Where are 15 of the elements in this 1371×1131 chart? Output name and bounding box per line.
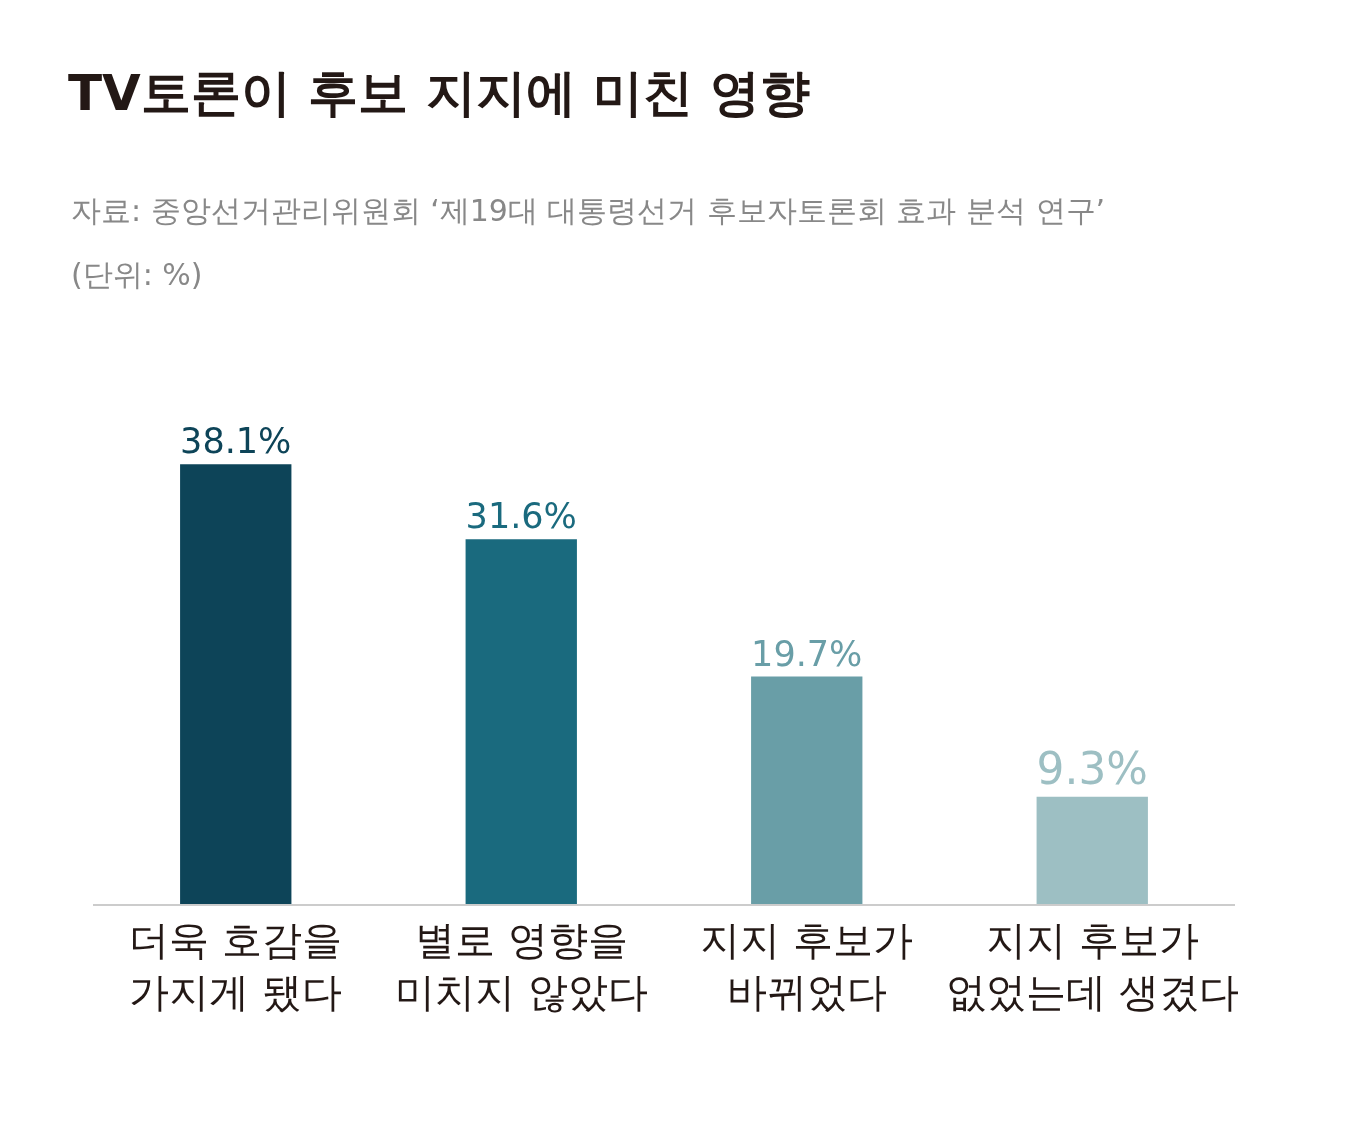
data-label: 38.1% — [180, 420, 292, 462]
text: (단위: %) — [71, 257, 203, 292]
chart-title: TV토론이 후보 지지에 미친 영향 — [68, 64, 811, 122]
bar — [465, 539, 577, 904]
x-tick-label: 더욱 호감을 가지게 됐다 — [129, 917, 343, 1015]
bar — [751, 676, 863, 904]
x-tick-label: 지지 후보가 바뀌었다 — [700, 917, 914, 1015]
x-tick-label: 지지 후보가 없었는데 생겼다 — [945, 917, 1239, 1015]
bar — [1036, 796, 1148, 904]
bar — [180, 464, 292, 904]
data-label: 9.3% — [1036, 742, 1148, 794]
x-tick-label: 별로 영향을 미치지 않았다 — [394, 917, 648, 1015]
data-label: 31.6% — [465, 495, 577, 537]
data-label: 19.7% — [751, 632, 863, 674]
text: 자료: 중앙선거관리위원회 ‘제19대 대통령선거 후보자토론회 효과 분석 연구’ — [71, 193, 1106, 228]
